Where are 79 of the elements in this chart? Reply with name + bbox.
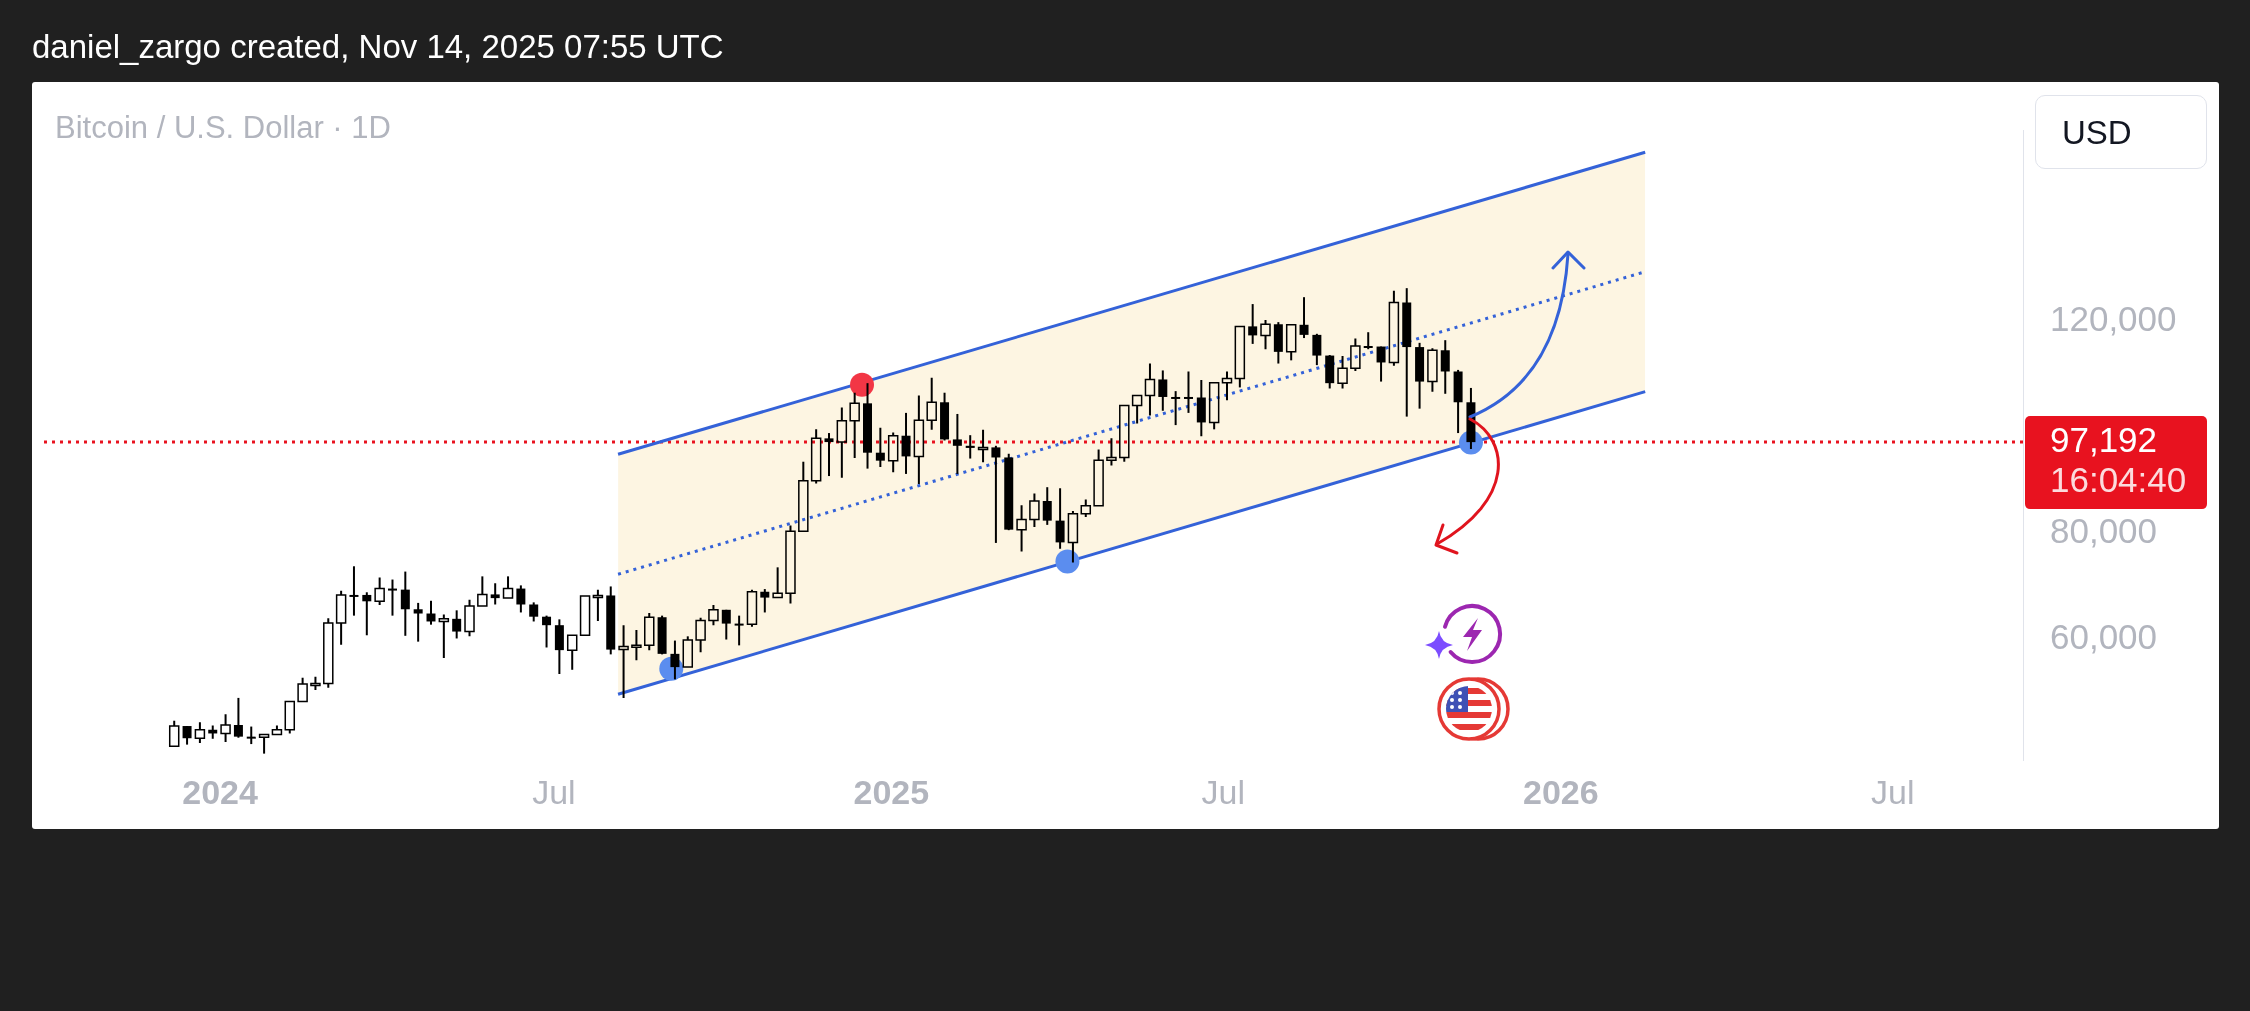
candlestick <box>502 575 514 599</box>
x-tick-label: Jul <box>1871 772 1915 811</box>
ref-line-label: 97,192 16:04:40 <box>2050 419 2187 499</box>
candlestick <box>760 588 770 614</box>
x-tick-label: 2024 <box>182 772 258 811</box>
candlestick <box>1440 339 1450 395</box>
candlestick <box>901 411 911 475</box>
candlestick <box>592 588 604 622</box>
candlestick <box>618 624 629 699</box>
candlestick <box>926 376 937 431</box>
candlestick <box>387 578 397 617</box>
candlestick <box>516 584 526 614</box>
candlestick <box>965 434 975 460</box>
candlestick <box>182 725 192 746</box>
candlestick <box>477 575 488 607</box>
candlestick <box>233 696 243 739</box>
point <box>1055 549 1080 574</box>
candlestick <box>836 406 848 479</box>
candlestick <box>566 634 578 671</box>
candlestick <box>335 589 347 646</box>
candlestick <box>1144 362 1156 417</box>
candlestick <box>1427 347 1438 393</box>
candlestick <box>991 444 1001 544</box>
y-tick-label: 120,000 <box>2050 298 2177 338</box>
candlestick <box>1131 394 1143 425</box>
candlestick <box>1106 437 1117 467</box>
candlestick <box>194 721 206 745</box>
candlestick <box>258 733 270 755</box>
candlestick <box>1080 498 1092 518</box>
candlestick <box>1171 390 1181 427</box>
text: daniel_zargo created, Nov 14, 2025 07:55 UTC <box>32 28 724 66</box>
candlestick <box>542 614 552 649</box>
candlestick <box>529 601 539 623</box>
candlestick <box>400 570 410 637</box>
candlestick <box>1016 504 1027 553</box>
candlestick <box>1337 355 1348 390</box>
candlestick <box>220 713 231 743</box>
x-tick-label: Jul <box>532 772 576 811</box>
candlestick <box>734 614 744 647</box>
candlestick <box>1067 510 1079 564</box>
candlestick <box>913 394 925 486</box>
candlestick <box>977 428 989 464</box>
candlestick <box>798 460 809 532</box>
candlestick <box>1119 404 1130 463</box>
y-tick-label: 60,000 <box>2050 617 2158 657</box>
x-tick-label: 2025 <box>853 772 930 811</box>
y-axis-title: USD <box>2062 114 2132 152</box>
candlestick <box>452 609 462 640</box>
candlestick <box>1312 332 1322 367</box>
candlestick <box>952 412 962 475</box>
candlestick <box>1248 303 1258 345</box>
candlestick <box>1055 487 1065 550</box>
candlestick <box>349 565 359 617</box>
candlestick <box>374 576 385 607</box>
candlestick <box>1042 486 1052 526</box>
candlestick <box>490 582 500 606</box>
candlestick <box>772 566 783 599</box>
candlestick <box>579 595 591 637</box>
candlestick <box>670 639 680 681</box>
candlestick <box>1158 369 1168 412</box>
candlestick <box>1221 370 1233 402</box>
chart-title: Bitcoin / U.S. Dollar · 1D <box>55 110 391 146</box>
candlestick <box>631 628 642 662</box>
y-tick-label: 80,000 <box>2050 511 2158 551</box>
candlestick <box>362 591 372 637</box>
candlestick <box>721 608 731 641</box>
point <box>850 372 875 397</box>
candlestick <box>875 426 885 469</box>
candlestick <box>824 432 834 478</box>
candlestick <box>1388 289 1400 367</box>
x-tick-label: 2026 <box>1522 772 1599 811</box>
candlestick <box>413 601 423 643</box>
candlestick <box>849 391 860 459</box>
x-tick-label: Jul <box>1201 772 1246 811</box>
candlestick <box>1260 319 1271 351</box>
candlestick <box>1299 296 1309 340</box>
candlestick <box>1183 370 1193 414</box>
candlestick <box>438 613 450 660</box>
candlestick <box>1376 345 1386 383</box>
